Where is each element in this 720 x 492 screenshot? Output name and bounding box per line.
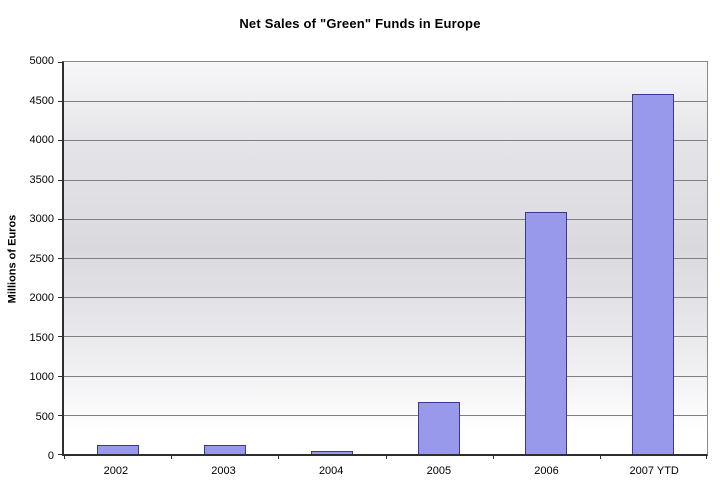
x-tick-mark <box>64 454 65 459</box>
y-tick-label: 2000 <box>29 292 54 304</box>
x-tick-mark <box>278 454 280 459</box>
y-tick-label: 4000 <box>29 134 54 146</box>
gridline <box>64 258 707 259</box>
y-tick-label: 5000 <box>29 55 54 67</box>
y-tick-mark <box>58 140 64 142</box>
y-tick-mark <box>58 101 64 103</box>
bar-2003 <box>203 445 246 454</box>
y-tick-label: 1500 <box>29 331 54 344</box>
x-tick-mark <box>599 454 601 459</box>
x-category-label: 2004 <box>318 465 344 477</box>
x-tick-mark <box>706 454 707 459</box>
gridline <box>64 336 707 338</box>
y-axis-labels: 0 500 1000 1500 2000 2500 3000 3500 4000 4500 5000 <box>0 56 56 462</box>
y-tick-mark <box>58 218 64 220</box>
bar-2007-ytd <box>632 93 675 454</box>
chart-title: Net Sales of "Green" Funds in Europe <box>239 16 481 31</box>
y-tick-label: 2500 <box>29 252 54 265</box>
y-tick-mark <box>58 336 64 338</box>
y-tick-mark <box>58 62 64 63</box>
gridline <box>64 375 707 377</box>
x-tick-mark <box>492 454 494 459</box>
gridline <box>64 179 707 181</box>
x-tick-mark <box>171 454 173 459</box>
gridline <box>64 140 707 142</box>
bar-2004 <box>310 450 353 454</box>
y-tick-mark <box>58 414 64 416</box>
x-category-label: 2003 <box>211 465 236 477</box>
bar-2006 <box>525 211 568 454</box>
y-tick-label: 500 <box>35 410 54 423</box>
y-tick-mark <box>58 375 64 377</box>
y-tick-mark <box>58 179 64 181</box>
y-tick-mark <box>58 297 64 299</box>
gridline <box>64 218 707 220</box>
x-tick-mark <box>385 454 387 459</box>
x-axis-labels: 2002 2003 2004 2005 2006 2007 YTD <box>62 464 708 480</box>
y-tick-label: 3500 <box>29 173 54 186</box>
y-tick-mark <box>58 454 64 455</box>
gridline <box>64 101 707 103</box>
gridline <box>64 297 707 299</box>
y-tick-label: 0 <box>47 450 54 462</box>
y-tick-label: 4500 <box>29 94 54 107</box>
bar-2002 <box>96 445 139 454</box>
y-tick-label: 3000 <box>29 213 54 225</box>
bar-2005 <box>418 402 461 454</box>
gridline <box>64 414 707 416</box>
x-category-label: 2007 YTD <box>629 465 679 477</box>
y-tick-mark <box>58 258 64 259</box>
y-tick-label: 1000 <box>29 371 54 383</box>
x-category-label: 2002 <box>103 465 129 477</box>
plot-area <box>58 61 708 459</box>
x-category-label: 2005 <box>426 465 452 477</box>
x-category-label: 2006 <box>534 465 559 477</box>
